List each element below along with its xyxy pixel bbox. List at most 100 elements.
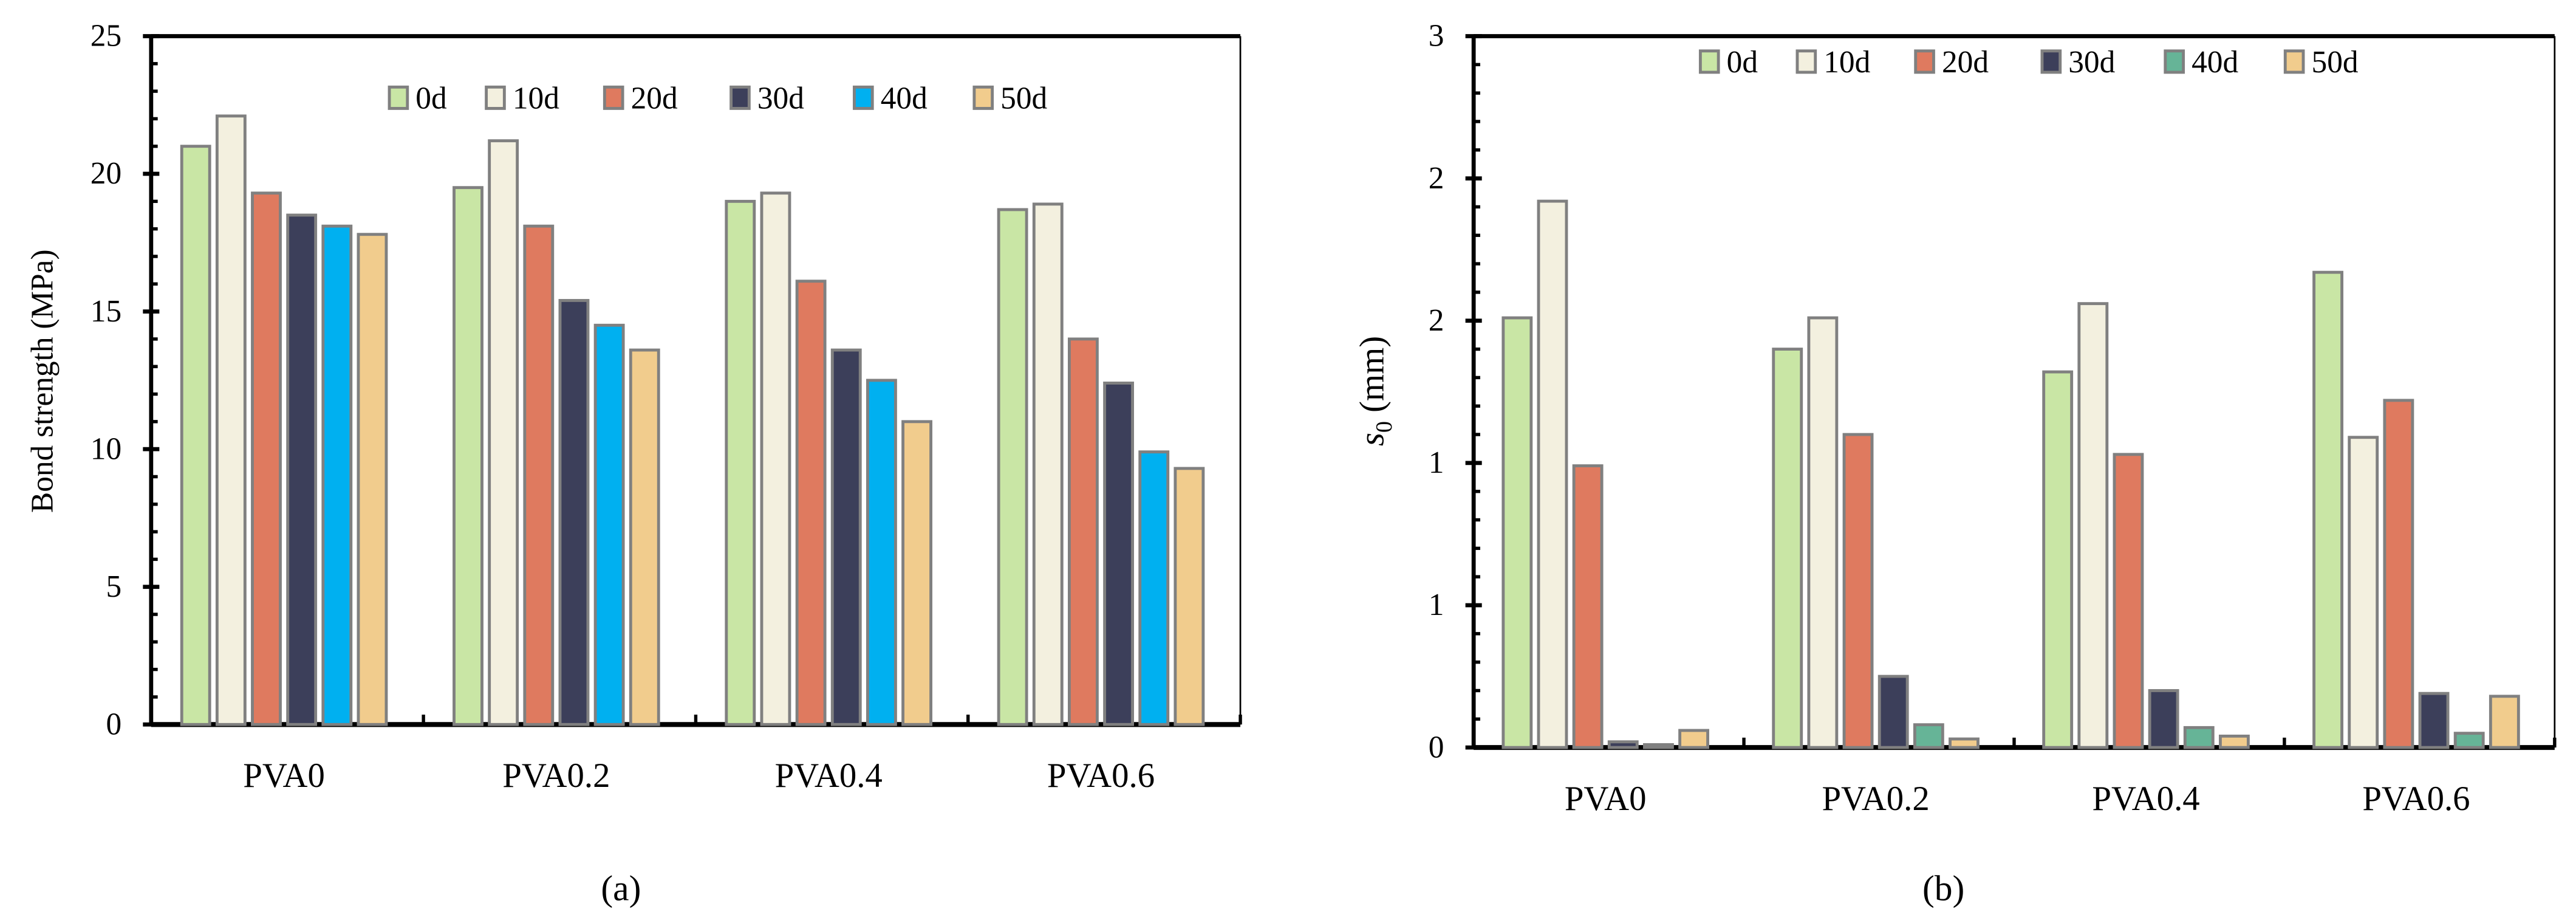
bar-PVA0.6-20d [1067, 337, 1099, 726]
y-tick-label: 0 [1429, 730, 1444, 764]
y-label-symbol: s [1353, 433, 1391, 446]
legend-label-0d: 0d [415, 81, 447, 115]
bar-PVA0.2-40d [1913, 723, 1944, 749]
legend-swatch-40d [2164, 49, 2185, 74]
bar-PVA0-30d [1607, 740, 1639, 749]
bar-PVA0-50d [1678, 729, 1709, 749]
bar-PVA0-10d [215, 114, 247, 726]
y-tick-label: 15 [91, 294, 121, 329]
chart-a-y-axis-label: Bond strength (MPa) [26, 249, 60, 513]
y-tick-label: 1 [1429, 445, 1444, 480]
bar-PVA0.4-50d [2218, 734, 2250, 749]
x-tick-label: PVA0.6 [2362, 780, 2470, 818]
y-tick-label: 2 [1429, 161, 1444, 196]
bar-PVA0-50d [357, 233, 388, 726]
bar-PVA0.4-0d [725, 199, 756, 726]
bar-PVA0-20d [251, 191, 282, 726]
bar-PVA0-20d [1572, 464, 1604, 749]
y-tick-label: 1 [1429, 588, 1444, 622]
bar-PVA0.4-0d [2042, 370, 2074, 749]
bar-PVA0.6-0d [2312, 270, 2344, 749]
bar-PVA0.6-20d [2383, 399, 2414, 749]
bar-PVA0.6-50d [1174, 467, 1205, 726]
bar-PVA0.2-30d [558, 299, 590, 726]
panel-label-b: (b) [1922, 868, 1964, 908]
bar-PVA0.4-20d [2113, 453, 2144, 749]
y-tick-label: 3 [1429, 19, 1444, 53]
bar-PVA0-10d [1537, 199, 1568, 749]
bar-PVA0.4-40d [866, 379, 897, 726]
legend-swatch-30d [729, 85, 751, 110]
bar-PVA0-0d [180, 145, 211, 726]
bar-PVA0.2-50d [629, 348, 660, 726]
bar-PVA0.2-30d [1877, 675, 1909, 749]
legend-swatch-0d [1698, 49, 1720, 74]
legend-swatch-0d [388, 85, 409, 110]
chart-b-s0: 0 1 1 2 2 3 PVA0 PVA0.2 PVA0.4 PVA0.6 0d 10d 20d 30d 4… [1429, 19, 2557, 818]
chart-a-bond-strength: 0 5 10 15 20 25 PVA0 PVA0.2 PVA0.4 PVA0.6 0d 10d 20d… [91, 19, 1242, 795]
legend-label-30d: 30d [2068, 45, 2115, 80]
legend-swatch-50d [2283, 49, 2305, 74]
x-tick-label: PVA0.6 [1047, 757, 1155, 795]
bar-PVA0.2-0d [1772, 348, 1803, 749]
bar-PVA0.4-10d [2077, 302, 2109, 749]
bar-PVA0.6-40d [1138, 450, 1170, 726]
x-tick-label: PVA0.4 [2092, 780, 2199, 818]
legend-swatch-20d [603, 85, 624, 110]
legend-swatch-20d [1914, 49, 1935, 74]
bar-PVA0.2-50d [1949, 737, 1980, 749]
bar-PVA0-40d [1642, 743, 1674, 749]
y-tick-label: 20 [91, 156, 121, 191]
bar-PVA0.4-30d [2148, 689, 2179, 749]
y-tick-label: 2 [1429, 303, 1444, 338]
x-tick-label: PVA0.2 [1822, 780, 1929, 818]
x-tick-label: PVA0 [243, 757, 325, 795]
bar-PVA0.2-10d [1807, 316, 1839, 749]
y-tick-label: 25 [91, 19, 121, 53]
y-label-unit: (mm) [1353, 336, 1391, 421]
bar-PVA0.6-30d [1103, 381, 1135, 726]
bar-PVA0.6-0d [997, 208, 1028, 726]
legend-swatch-40d [853, 85, 874, 110]
bar-PVA0.4-30d [830, 348, 862, 726]
bar-PVA0-30d [286, 213, 318, 726]
legend-label-10d: 10d [1823, 45, 1870, 80]
legend-swatch-50d [972, 85, 994, 110]
legend-swatch-30d [2040, 49, 2062, 74]
y-label-subscript: 0 [1372, 421, 1397, 433]
legend-label-20d: 20d [1942, 45, 1989, 80]
bar-PVA0.6-40d [2453, 732, 2485, 749]
bar-PVA0.2-20d [523, 224, 555, 726]
legend-label-30d: 30d [757, 81, 804, 115]
bar-PVA0-0d [1502, 316, 1533, 749]
legend-label-20d: 20d [631, 81, 678, 115]
bar-PVA0.4-50d [901, 420, 932, 726]
legend-label-50d: 50d [1000, 81, 1047, 115]
bar-PVA0.4-20d [795, 280, 827, 726]
chart-b-y-axis-label: s0 (mm) [1353, 336, 1397, 446]
legend-swatch-10d [485, 85, 506, 110]
legend-swatch-10d [1795, 49, 1817, 74]
legend-label-40d: 40d [881, 81, 928, 115]
y-tick-label: 10 [91, 431, 121, 466]
legend-label-10d: 10d [513, 81, 559, 115]
bar-PVA0.6-30d [2418, 692, 2450, 749]
bar-PVA0.2-20d [1842, 433, 1874, 749]
bar-PVA0-40d [321, 224, 353, 726]
bar-PVA0.2-10d [488, 139, 519, 726]
x-tick-label: PVA0.2 [502, 757, 610, 795]
legend-label-50d: 50d [2312, 45, 2359, 80]
bar-PVA0.4-40d [2183, 726, 2215, 749]
bar-PVA0.6-10d [2348, 436, 2379, 749]
bar-PVA0.6-10d [1032, 202, 1064, 726]
bar-PVA0.2-40d [593, 323, 625, 726]
bar-PVA0.6-50d [2489, 695, 2520, 749]
y-tick-label: 0 [106, 707, 121, 742]
x-tick-label: PVA0 [1565, 780, 1647, 818]
legend-label-0d: 0d [1727, 45, 1758, 80]
bar-PVA0.4-10d [760, 191, 791, 726]
y-tick-label: 5 [106, 569, 121, 604]
legend-label-40d: 40d [2192, 45, 2238, 80]
x-tick-label: PVA0.4 [775, 757, 883, 795]
